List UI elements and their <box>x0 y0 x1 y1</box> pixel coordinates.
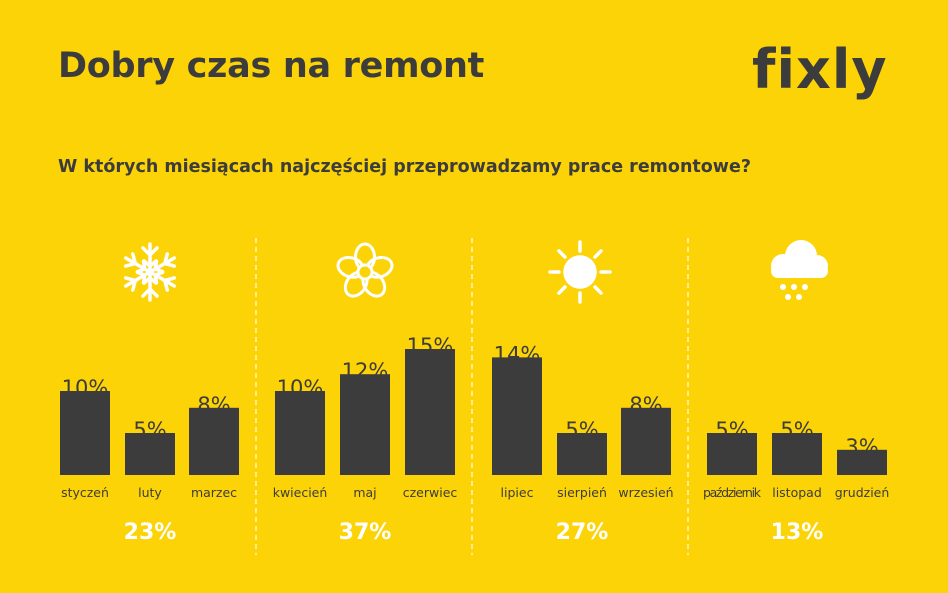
bar-wrzesień <box>621 407 671 475</box>
bar-maj <box>340 374 390 475</box>
value-label: 10% <box>277 376 324 400</box>
bar-kwiecień <box>275 391 325 475</box>
page-title: Dobry czas na remont <box>58 46 485 86</box>
bar-marzec <box>189 407 239 475</box>
month-label: sierpień <box>557 485 607 500</box>
month-label: wrzesień <box>618 485 673 500</box>
snowflake-icon <box>120 242 180 302</box>
bar-luty <box>125 433 175 475</box>
value-label: 5% <box>780 418 813 442</box>
value-label: 5% <box>715 418 748 442</box>
value-label: 10% <box>62 376 109 400</box>
value-labels-layer: 10% 5% 8% 10% 12% 15% 14% 5% 8% 5% 5% 3% <box>62 334 879 459</box>
fixly-logo: fixly <box>752 38 888 101</box>
bar-lipiec <box>492 357 542 475</box>
value-label: 12% <box>342 359 389 383</box>
rain-cloud-icon <box>771 240 828 300</box>
month-label: październik <box>703 485 762 500</box>
month-labels-layer: styczeń luty marzec kwiecień maj czerwiec lipi… <box>61 485 889 500</box>
flower-icon <box>336 242 394 298</box>
chart-subtitle: W których miesiącach najczęściej przepro… <box>58 157 751 177</box>
month-label: styczeń <box>61 485 109 500</box>
group-total: 27% <box>556 520 609 545</box>
bar-czerwiec <box>405 349 455 475</box>
value-label: 15% <box>407 334 454 358</box>
sun-icon <box>548 240 612 304</box>
group-total: 37% <box>339 520 392 545</box>
month-label: listopad <box>772 485 822 500</box>
month-label: maj <box>353 485 376 500</box>
bar-listopad <box>772 433 822 475</box>
bar-październik <box>707 433 757 475</box>
bar-grudzień <box>837 449 887 475</box>
value-label: 14% <box>494 342 541 366</box>
month-label: kwiecień <box>273 485 328 500</box>
month-label: czerwiec <box>403 485 458 500</box>
bar-sierpień <box>557 433 607 475</box>
value-label: 5% <box>565 418 598 442</box>
group-total: 23% <box>124 520 177 545</box>
month-label: grudzień <box>835 485 890 500</box>
group-total: 13% <box>771 520 824 545</box>
group-totals-layer: 23% 37% 27% 13% <box>124 520 824 545</box>
value-label: 8% <box>629 393 662 417</box>
month-label: luty <box>138 485 162 500</box>
month-label: marzec <box>191 485 237 500</box>
value-label: 8% <box>197 393 230 417</box>
bars-layer <box>60 349 887 475</box>
bar-styczeń <box>60 391 110 475</box>
value-label: 3% <box>845 435 878 459</box>
month-label: lipiec <box>501 485 534 500</box>
value-label: 5% <box>133 418 166 442</box>
